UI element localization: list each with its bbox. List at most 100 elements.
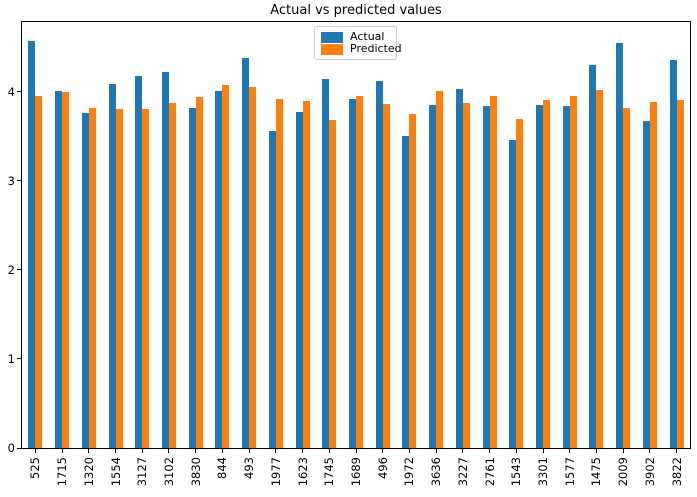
x-tick-mark — [382, 449, 384, 453]
bar-actual — [455, 88, 463, 448]
x-tick-label: 1972 — [402, 457, 417, 487]
bar-actual — [642, 120, 650, 448]
bar-actual — [322, 79, 330, 448]
bar-actual — [55, 90, 63, 448]
y-tick-mark — [17, 447, 21, 449]
bar-predicted — [596, 89, 604, 448]
x-tick-mark — [622, 449, 624, 453]
x-tick-mark — [115, 449, 117, 453]
x-tick-label: 2761 — [482, 457, 497, 487]
y-tick-label: 0 — [7, 441, 15, 455]
legend: Actual Predicted — [314, 26, 402, 60]
bar-predicted — [195, 96, 203, 448]
x-tick-mark — [515, 449, 517, 453]
x-tick-label: 493 — [242, 457, 257, 479]
x-tick-label: 3822 — [669, 457, 684, 487]
x-tick-mark — [676, 449, 678, 453]
x-tick-label: 3301 — [536, 457, 551, 487]
x-tick-label: 844 — [215, 457, 230, 479]
bar-predicted — [676, 100, 684, 448]
x-tick-mark — [61, 449, 63, 453]
x-tick-mark — [248, 449, 250, 453]
x-tick-label: 3227 — [455, 457, 470, 487]
x-tick-mark — [569, 449, 571, 453]
x-tick-mark — [435, 449, 437, 453]
bar-actual — [536, 104, 544, 448]
bar-actual — [375, 80, 383, 448]
bar-predicted — [168, 103, 176, 448]
bar-actual — [108, 84, 116, 448]
bar-actual — [589, 64, 597, 448]
x-tick-mark — [141, 449, 143, 453]
legend-swatch-actual-icon — [321, 31, 343, 43]
bar-actual — [81, 112, 89, 448]
bar-actual — [402, 136, 410, 448]
x-tick-label: 3102 — [161, 457, 176, 487]
x-tick-label: 3830 — [188, 457, 203, 487]
bar-predicted — [516, 119, 524, 448]
x-tick-mark — [34, 449, 36, 453]
bar-predicted — [275, 98, 283, 448]
bar-predicted — [142, 109, 150, 448]
x-tick-label: 3127 — [135, 457, 150, 487]
x-tick-mark — [462, 449, 464, 453]
legend-label-actual: Actual — [350, 30, 385, 43]
x-tick-label: 1577 — [562, 457, 577, 487]
bar-actual — [295, 112, 303, 448]
legend-item-actual: Actual — [321, 31, 390, 43]
bar-actual — [135, 76, 143, 448]
bar-predicted — [623, 107, 631, 448]
bar-actual — [268, 130, 276, 448]
bar-predicted — [249, 87, 257, 448]
legend-item-predicted: Predicted — [321, 43, 402, 55]
y-tick-label: 1 — [7, 351, 15, 366]
x-tick-mark — [88, 449, 90, 453]
x-tick-mark — [328, 449, 330, 453]
x-tick-mark — [195, 449, 197, 453]
x-tick-mark — [168, 449, 170, 453]
x-tick-label: 496 — [375, 457, 390, 479]
x-tick-label: 1745 — [322, 457, 337, 487]
bar-predicted — [88, 107, 96, 448]
x-tick-mark — [355, 449, 357, 453]
x-tick-label: 1623 — [295, 457, 310, 487]
x-tick-label: 525 — [28, 457, 43, 479]
legend-swatch-predicted-icon — [321, 43, 343, 55]
bar-actual — [482, 105, 490, 448]
x-tick-label: 1320 — [81, 457, 96, 487]
x-tick-label: 3902 — [642, 457, 657, 487]
x-tick-mark — [275, 449, 277, 453]
x-tick-label: 3636 — [429, 457, 444, 487]
x-tick-mark — [542, 449, 544, 453]
y-tick-mark — [17, 180, 21, 182]
y-tick-label: 4 — [7, 84, 15, 99]
x-tick-label: 1715 — [55, 457, 70, 487]
bar-actual — [215, 90, 223, 448]
x-tick-label: 1554 — [108, 457, 123, 487]
legend-label-predicted: Predicted — [350, 42, 402, 55]
bar-predicted — [35, 95, 43, 448]
bar-actual — [242, 57, 250, 448]
x-tick-label: 2009 — [616, 457, 631, 487]
x-tick-label: 1977 — [268, 457, 283, 487]
bar-predicted — [462, 103, 470, 448]
bar-actual — [562, 105, 570, 448]
bar-actual — [669, 60, 677, 448]
bar-actual — [161, 71, 169, 448]
x-tick-mark — [302, 449, 304, 453]
y-tick-label: 3 — [7, 173, 15, 188]
x-tick-mark — [649, 449, 651, 453]
bar-predicted — [222, 85, 230, 448]
bar-actual — [349, 98, 356, 448]
bar-predicted — [436, 90, 444, 448]
bar-actual — [188, 108, 196, 448]
bar-actual — [429, 104, 437, 448]
y-tick-mark — [17, 91, 21, 92]
bar-predicted — [329, 120, 337, 448]
x-tick-mark — [489, 449, 491, 453]
x-tick-mark — [595, 449, 597, 453]
bar-actual — [509, 139, 517, 448]
y-tick-mark — [17, 358, 21, 360]
bar-predicted — [569, 95, 577, 448]
bar-predicted — [382, 103, 390, 448]
